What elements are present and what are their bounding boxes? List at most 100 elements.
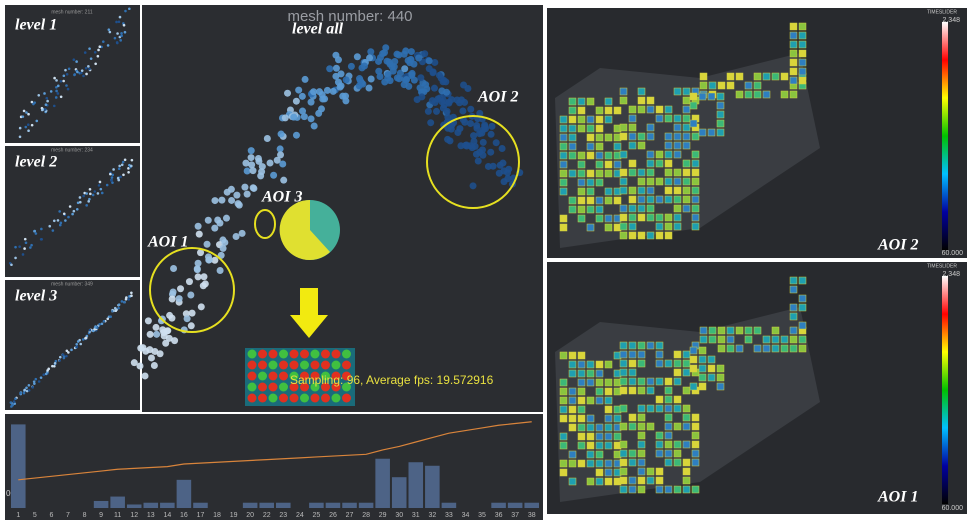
point [120, 300, 124, 303]
heat-cell [637, 449, 646, 458]
heat-cell [279, 360, 288, 370]
heat-cell [717, 81, 726, 90]
heat-cell [682, 105, 691, 114]
heat-cell [637, 350, 646, 359]
heat-cell [673, 87, 682, 96]
heat-cell [646, 159, 655, 168]
point [117, 20, 121, 24]
point [461, 118, 469, 126]
heat-cell [664, 231, 673, 240]
point [116, 176, 120, 180]
heat-cell [604, 214, 613, 223]
heat-cell [595, 196, 604, 205]
point [30, 243, 33, 247]
point [402, 47, 410, 55]
point [171, 337, 179, 345]
arrow [290, 288, 328, 338]
heat-cell [637, 231, 646, 240]
point [32, 102, 35, 106]
heat-cell [595, 396, 604, 405]
heat-cell [789, 303, 798, 312]
heat-cell [673, 368, 682, 377]
heat-cell [604, 396, 613, 405]
heat-cell [646, 177, 655, 186]
point [400, 81, 408, 89]
point [85, 204, 88, 207]
heat-cell [619, 186, 628, 195]
colorbar [942, 22, 948, 250]
point [124, 9, 127, 13]
heat-cell [247, 360, 257, 370]
point [290, 113, 298, 121]
point [37, 380, 41, 383]
heat-cell [604, 405, 613, 414]
point [21, 115, 25, 118]
point [34, 232, 38, 235]
point [58, 223, 62, 227]
point [165, 334, 173, 342]
heat-cell [268, 360, 278, 370]
heat-cell [619, 87, 628, 96]
point [44, 103, 48, 107]
heat-cell [628, 123, 637, 132]
heat-cell [716, 110, 725, 119]
heat-cell [664, 195, 673, 204]
point [119, 39, 122, 42]
heat-cell [682, 177, 691, 186]
bar [143, 502, 159, 508]
heat-cell [707, 355, 716, 364]
heat-cell [691, 222, 700, 231]
heat-cell [637, 195, 646, 204]
point [108, 30, 112, 34]
heat-cell [699, 72, 708, 81]
point [474, 157, 482, 165]
bar [259, 502, 274, 508]
heat-cell [586, 414, 595, 423]
point [375, 67, 383, 75]
scale-min: 60.000 [942, 505, 964, 512]
heat-cell [664, 449, 673, 458]
point [129, 164, 133, 168]
heat-cell [789, 76, 798, 85]
point [326, 65, 334, 73]
point [73, 73, 76, 77]
heat-cell [247, 371, 257, 381]
point [470, 132, 478, 140]
point [65, 354, 68, 358]
caption: mesh number: 211 [51, 9, 93, 15]
point [58, 210, 61, 213]
point [52, 219, 56, 223]
bar [193, 502, 208, 508]
heat-cell [646, 168, 655, 177]
point [29, 246, 32, 249]
heat-cell [664, 404, 673, 413]
heat-cell [595, 477, 604, 486]
bar [11, 424, 26, 508]
x-tick-label: 23 [279, 512, 287, 519]
point [27, 383, 31, 387]
heat-cell [798, 49, 807, 58]
level1-panel [5, 5, 140, 143]
heat-cell [310, 382, 320, 392]
point [440, 76, 448, 84]
point [168, 295, 176, 303]
point [203, 240, 211, 248]
heat-cell [289, 393, 299, 403]
heat-cell [559, 432, 568, 441]
heat-cell [717, 344, 726, 353]
point [130, 294, 133, 298]
heat-cell [664, 422, 673, 431]
point [243, 167, 251, 175]
heat-cell [689, 364, 698, 373]
heat-cell [789, 335, 798, 344]
heat-cell [258, 371, 267, 381]
heat-cell [673, 195, 682, 204]
point [94, 62, 97, 66]
level2-panel [5, 146, 140, 277]
heat-cell [655, 359, 664, 368]
pie-glyph [279, 199, 330, 260]
heat-cell [586, 142, 595, 151]
heat-cell [331, 349, 341, 359]
heat-cell [613, 414, 622, 423]
point [150, 361, 158, 369]
